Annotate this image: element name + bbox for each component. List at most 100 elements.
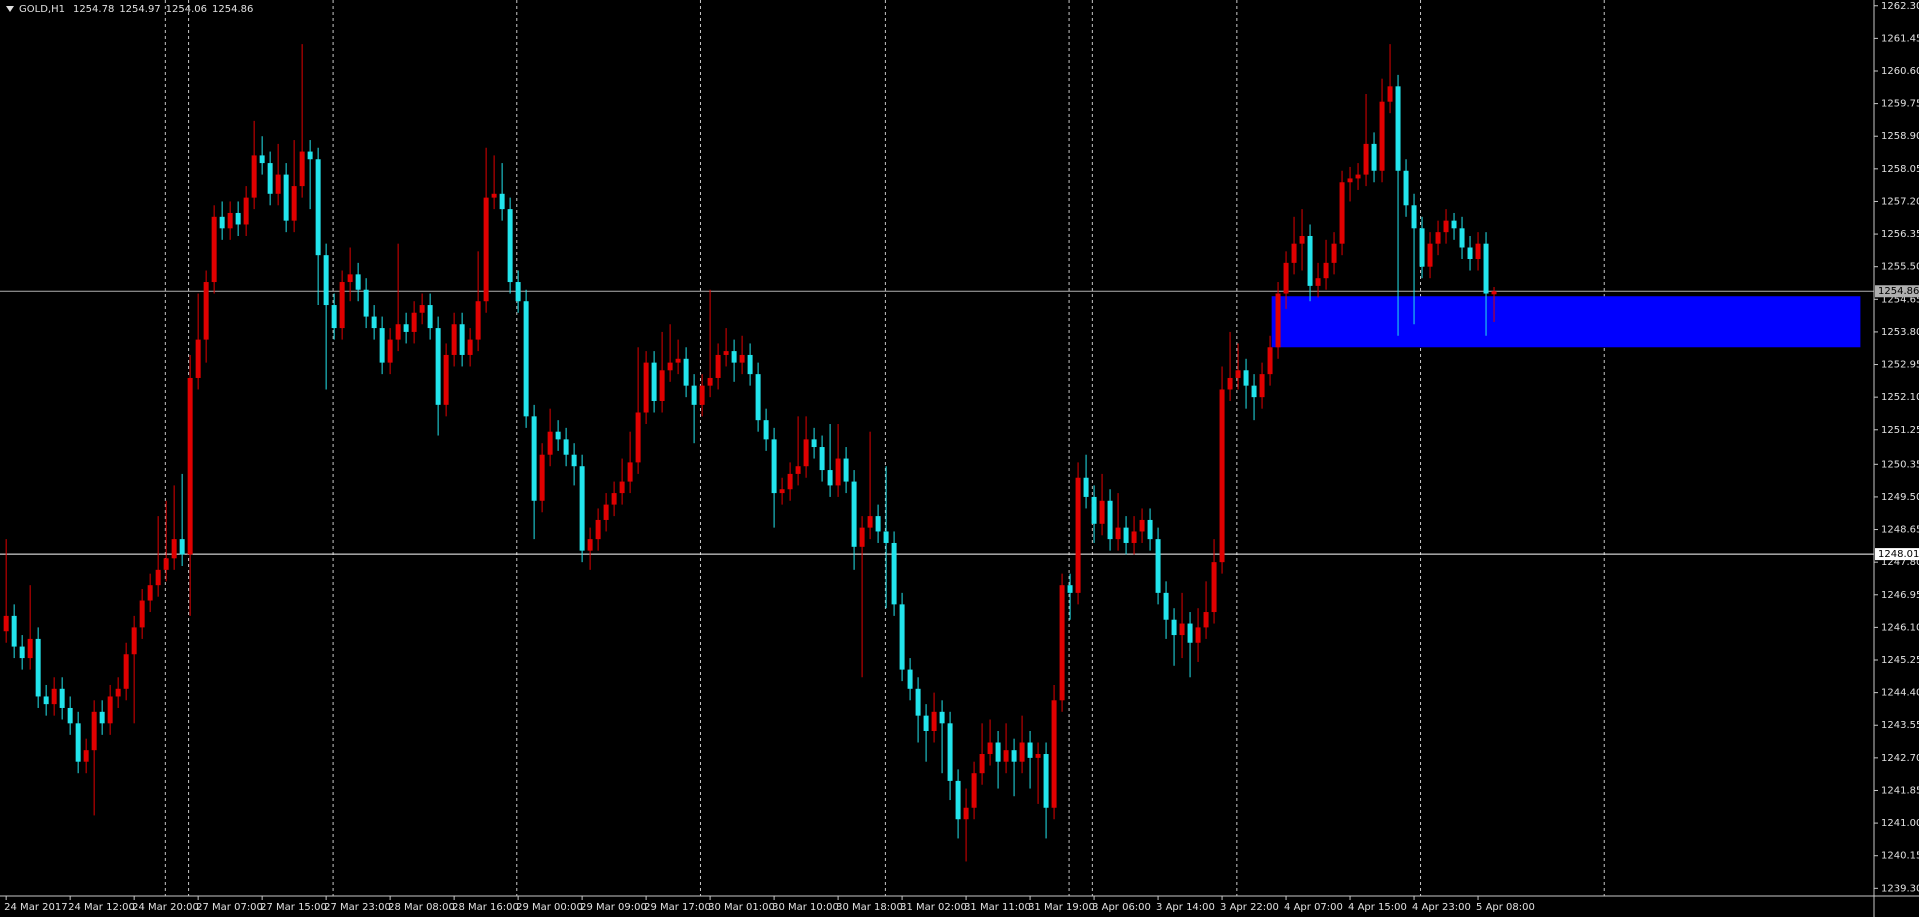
candle-body (1435, 232, 1441, 244)
candle-body (939, 711, 945, 724)
candle-body (843, 458, 849, 482)
candle-body (699, 385, 705, 405)
candle-body (515, 282, 521, 302)
x-tick-label: 27 Mar 15:00 (260, 902, 327, 913)
candle-body (827, 470, 833, 486)
candle-body (859, 527, 865, 547)
x-tick-label: 31 Mar 02:00 (900, 902, 967, 913)
candle-body (275, 174, 281, 194)
candle-body (131, 627, 137, 655)
candle-body (259, 155, 265, 164)
candle-body (1155, 539, 1161, 593)
candle-body (43, 696, 49, 705)
y-tick-label: 1253.80 (1881, 327, 1919, 338)
candle-body (955, 780, 961, 820)
candle-body (563, 439, 569, 455)
candle-body (1019, 742, 1025, 762)
candle-body (779, 489, 785, 494)
x-tick-label: 30 Mar 01:00 (708, 902, 775, 913)
candle-body (883, 531, 889, 543)
x-tick-label: 24 Mar 12:00 (68, 902, 135, 913)
candle-body (339, 282, 345, 329)
candle-body (995, 742, 1001, 762)
candle-body (283, 174, 289, 221)
menu-arrow[interactable] (6, 6, 14, 12)
candle-body (1395, 86, 1401, 171)
candle-body (435, 328, 441, 405)
candle-body (59, 688, 65, 708)
candle-body (683, 358, 689, 386)
candle-body (235, 212, 241, 225)
header-open: 1254.78 (73, 4, 114, 15)
candle-body (947, 723, 953, 781)
candle-body (123, 654, 129, 689)
candle-body (1147, 519, 1153, 540)
x-tick-label: 4 Apr 15:00 (1348, 902, 1407, 913)
candle-body (115, 688, 121, 697)
candle-body (523, 301, 529, 417)
candle-body (1227, 377, 1233, 390)
candle-body (203, 282, 209, 340)
y-tick-label: 1255.50 (1881, 262, 1919, 273)
candle-body (795, 466, 801, 474)
candle-body (371, 316, 377, 329)
candle-body (1051, 700, 1057, 808)
level-label-box (1875, 285, 1919, 298)
candle-body (3, 615, 9, 632)
candle-body (155, 569, 161, 586)
candle-body (11, 615, 17, 647)
candle-body (499, 193, 505, 210)
candle-body (315, 159, 321, 256)
candle-body (1467, 247, 1473, 260)
candle-body (571, 454, 577, 467)
candle-body (643, 362, 649, 413)
candle-body (835, 458, 841, 486)
x-tick-label: 28 Mar 08:00 (388, 902, 455, 913)
y-tick-label: 1251.25 (1881, 425, 1919, 436)
candle-body (1443, 220, 1449, 233)
y-tick-label: 1250.35 (1881, 459, 1919, 470)
x-tick-label: 27 Mar 23:00 (324, 902, 391, 913)
candle-body (659, 370, 665, 401)
candle-body (1291, 243, 1297, 263)
candle-body (395, 324, 401, 340)
x-tick-label: 30 Mar 18:00 (836, 902, 903, 913)
y-tick-label: 1239.30 (1881, 883, 1919, 894)
candle-body (1331, 243, 1337, 263)
candle-body (331, 305, 337, 329)
y-tick-label: 1249.50 (1881, 492, 1919, 503)
candle-body (923, 715, 929, 731)
candle-body (1459, 228, 1465, 248)
candle-body (299, 151, 305, 187)
x-tick-label: 27 Mar 07:00 (196, 902, 263, 913)
chart-header: GOLD,H1 1254.78 1254.97 1254.06 1254.86 (19, 4, 253, 15)
candle-body (587, 539, 593, 551)
candle-body (1211, 562, 1217, 613)
candle-body (139, 600, 145, 628)
candle-body (83, 750, 89, 762)
candle-body (931, 711, 937, 731)
candle-body (1235, 370, 1241, 378)
chart-title: GOLD,H1 (19, 4, 65, 15)
candle-body (1195, 627, 1201, 643)
x-tick-label: 31 Mar 19:00 (1028, 902, 1095, 913)
candle-body (1371, 143, 1377, 171)
x-tick-label: 3 Apr 14:00 (1156, 902, 1215, 913)
candle-body (1099, 500, 1105, 524)
candle-body (1475, 243, 1481, 260)
candle-body (891, 542, 897, 605)
candle-body (1251, 385, 1257, 398)
y-tick-label: 1259.75 (1881, 99, 1919, 110)
candle-body (51, 688, 57, 705)
candle-body (907, 669, 913, 689)
candle-body (579, 466, 585, 551)
candle-body (707, 377, 713, 386)
candle-body (1083, 477, 1089, 497)
candle-body (555, 431, 561, 440)
candle-body (811, 439, 817, 448)
candle-body (1219, 389, 1225, 563)
header-close: 1254.86 (212, 4, 253, 15)
x-tick-label: 4 Apr 07:00 (1284, 902, 1343, 913)
candle-body (1315, 278, 1321, 286)
candle-body (387, 339, 393, 363)
